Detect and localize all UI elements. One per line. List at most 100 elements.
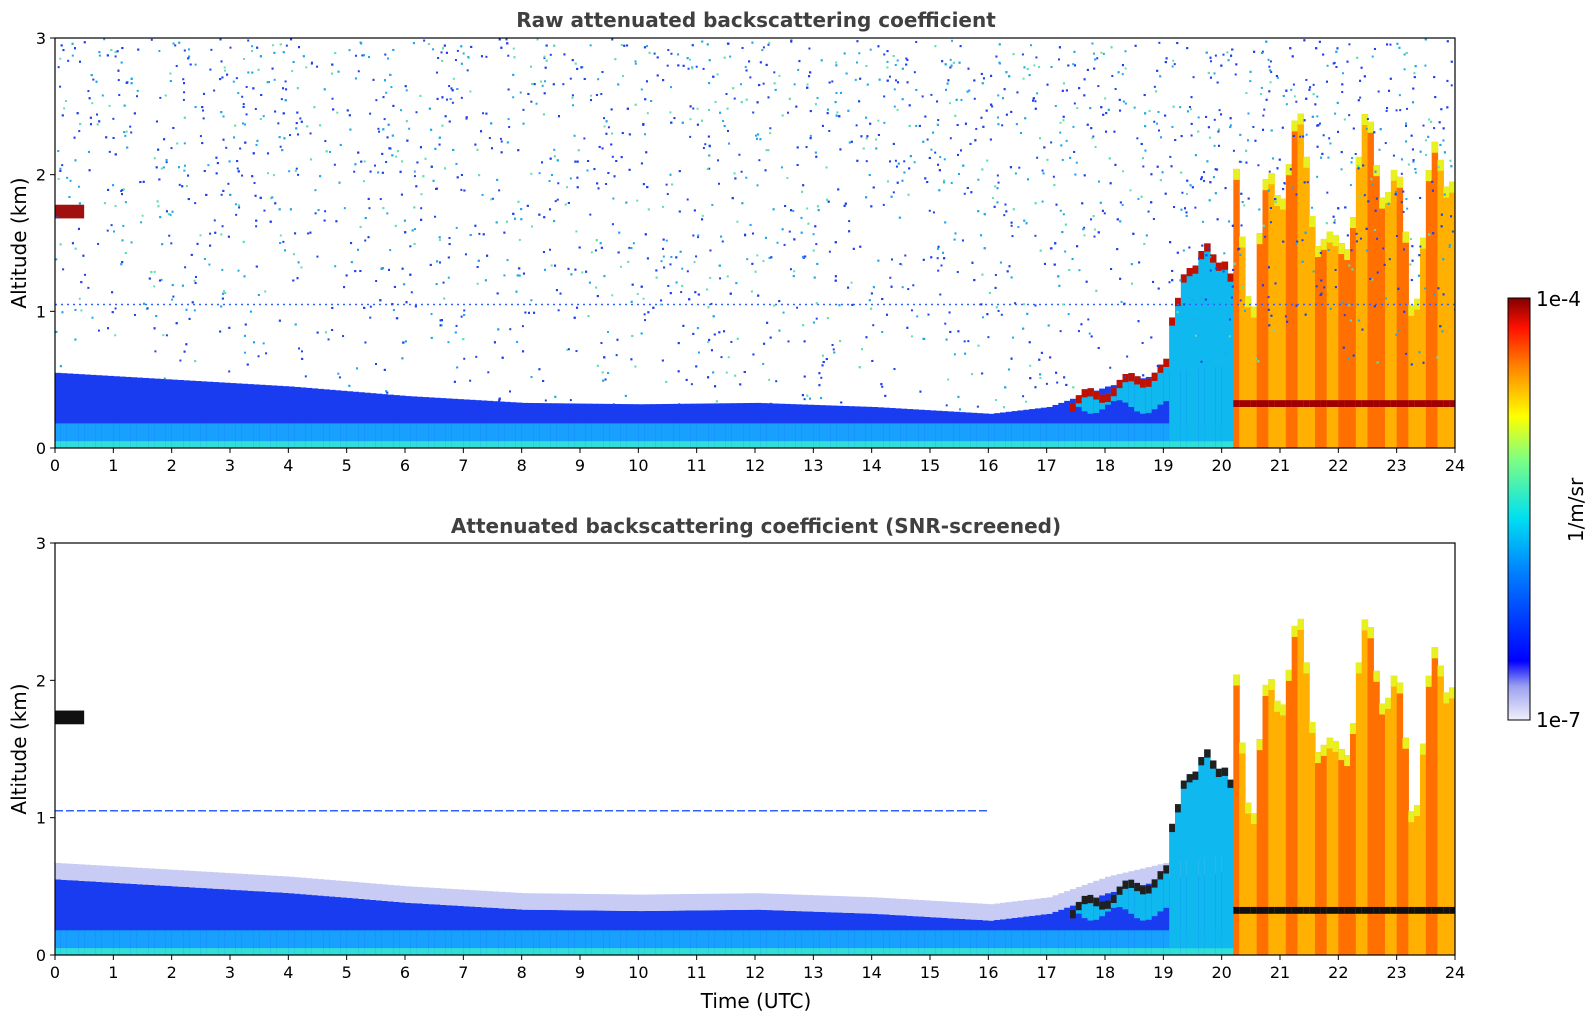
- noise-pixel: [669, 173, 672, 176]
- aerosol-cell: [865, 423, 873, 448]
- noise-pixel: [938, 189, 941, 192]
- noise-pixel: [809, 137, 812, 140]
- aerosol-cell: [84, 948, 91, 955]
- noise-pixel: [762, 362, 765, 365]
- noise-pixel: [1450, 165, 1453, 168]
- aerosol-cell: [136, 948, 144, 955]
- cloud-cell: [1262, 179, 1269, 191]
- noise-pixel: [448, 236, 451, 239]
- noise-pixel: [1015, 123, 1018, 126]
- noise-pixel: [1046, 158, 1049, 161]
- aerosol-cell: [84, 881, 91, 955]
- noise-pixel: [251, 45, 254, 48]
- noise-pixel: [696, 123, 699, 126]
- noise-pixel: [939, 293, 942, 296]
- noise-pixel: [711, 203, 714, 206]
- cloud-cell: [1250, 400, 1258, 407]
- aerosol-cell: [795, 441, 803, 448]
- noise-pixel: [395, 155, 398, 158]
- noise-pixel: [869, 122, 872, 125]
- noise-pixel: [893, 88, 896, 91]
- noise-pixel: [1386, 107, 1389, 110]
- noise-pixel: [838, 115, 841, 118]
- noise-pixel: [976, 405, 979, 408]
- aerosol-cell: [311, 895, 319, 955]
- noise-pixel: [1350, 249, 1353, 252]
- aerosol-cell: [60, 879, 68, 955]
- aerosol-cell: [667, 441, 674, 448]
- noise-pixel: [387, 268, 390, 271]
- noise-pixel: [1217, 130, 1220, 133]
- noise-pixel: [563, 53, 566, 56]
- noise-pixel: [758, 159, 761, 162]
- noise-pixel: [1105, 112, 1108, 115]
- aerosol-cell: [825, 423, 832, 448]
- aerosol-cell: [731, 441, 739, 448]
- noise-pixel: [1083, 234, 1086, 237]
- noise-pixel: [980, 116, 983, 119]
- aerosol-cell: [113, 441, 120, 448]
- cloud-cell: [1437, 159, 1444, 448]
- noise-pixel: [647, 208, 650, 211]
- noise-pixel: [114, 205, 117, 208]
- noise-pixel: [1082, 228, 1085, 231]
- noise-pixel: [247, 39, 250, 42]
- aerosol-cell: [171, 869, 179, 887]
- aerosol-cell: [819, 441, 826, 448]
- aerosol-cell: [364, 392, 371, 448]
- noise-pixel: [1171, 65, 1174, 68]
- aerosol-cell: [95, 930, 103, 955]
- noise-pixel: [490, 147, 493, 150]
- noise-pixel: [350, 242, 353, 245]
- noise-pixel: [1171, 269, 1174, 272]
- noise-pixel: [770, 256, 773, 259]
- aerosol-cell: [165, 869, 173, 886]
- aerosol-cell: [370, 393, 377, 448]
- cloud-cell: [1239, 400, 1246, 407]
- aerosol-cell: [66, 930, 74, 955]
- aerosol-cell: [218, 423, 225, 448]
- noise-pixel: [1289, 168, 1292, 171]
- noise-pixel: [1088, 332, 1091, 335]
- noise-pixel: [1222, 270, 1225, 273]
- noise-pixel: [894, 159, 897, 162]
- aerosol-cell: [305, 878, 313, 895]
- noise-pixel: [1118, 98, 1121, 101]
- aerosol-cell: [352, 391, 359, 448]
- noise-pixel: [767, 43, 770, 46]
- noise-pixel: [892, 142, 895, 145]
- aerosol-cell: [183, 870, 190, 888]
- noise-pixel: [1156, 364, 1159, 367]
- noise-pixel: [220, 193, 223, 196]
- noise-pixel: [1422, 124, 1425, 127]
- noise-pixel: [280, 98, 283, 101]
- noise-pixel: [956, 270, 959, 273]
- noise-pixel: [136, 89, 139, 92]
- noise-pixel: [61, 114, 64, 117]
- noise-pixel: [714, 385, 717, 388]
- noise-pixel: [952, 61, 955, 64]
- noise-pixel: [1377, 90, 1380, 93]
- noise-pixel: [518, 274, 521, 277]
- noise-pixel: [362, 180, 365, 183]
- aerosol-cell: [282, 386, 289, 448]
- aerosol-cell: [498, 423, 505, 448]
- noise-pixel: [831, 344, 834, 347]
- noise-pixel: [1107, 108, 1110, 111]
- noise-pixel: [1009, 166, 1012, 169]
- aerosol-cell: [480, 423, 488, 448]
- x-tick-label: 21: [1270, 456, 1290, 475]
- noise-pixel: [912, 284, 915, 287]
- noise-pixel: [214, 231, 217, 234]
- aerosol-cell: [772, 423, 779, 448]
- noise-pixel: [626, 107, 629, 110]
- noise-pixel: [117, 79, 120, 82]
- noise-pixel: [605, 132, 608, 135]
- cloud-cell: [1373, 165, 1380, 448]
- noise-pixel: [188, 317, 191, 320]
- aerosol-cell: [801, 441, 809, 448]
- noise-pixel: [252, 152, 255, 155]
- noise-pixel: [801, 190, 804, 193]
- aerosol-cell: [1140, 441, 1147, 448]
- noise-pixel: [1239, 299, 1242, 302]
